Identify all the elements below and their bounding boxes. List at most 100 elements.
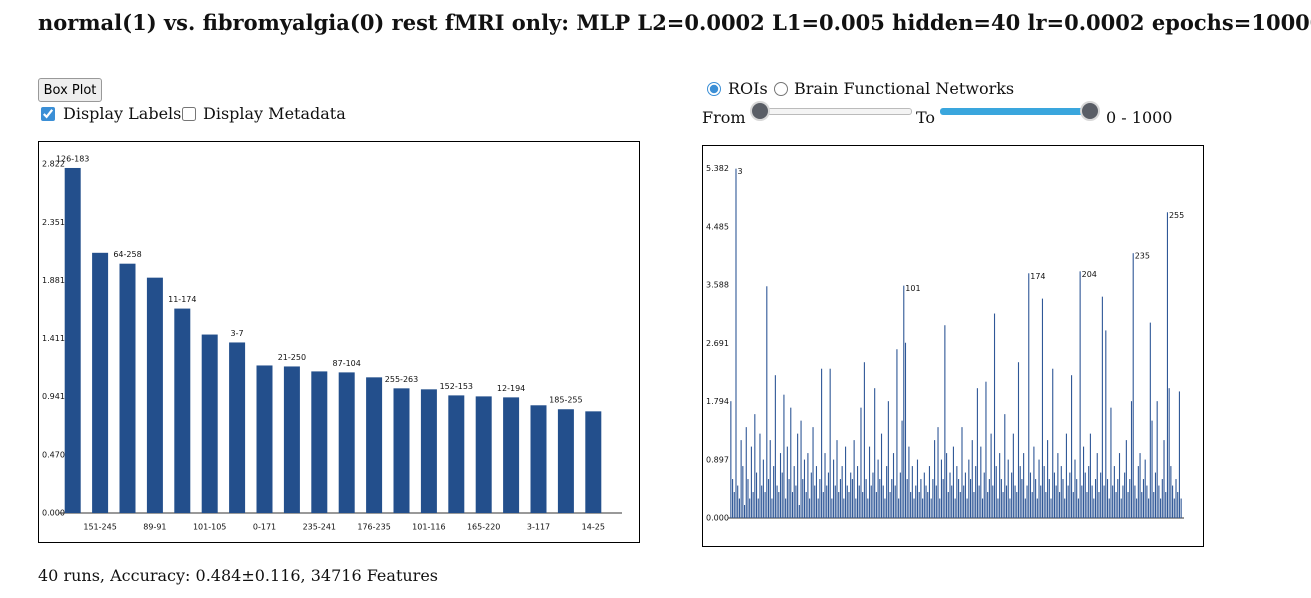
- bar: [1144, 459, 1146, 518]
- bar: [1024, 498, 1026, 518]
- bar: [1124, 472, 1126, 518]
- bar: [742, 466, 744, 518]
- bar: [738, 498, 740, 518]
- bar: [1160, 498, 1162, 518]
- bar: [732, 479, 734, 518]
- bar: [774, 375, 776, 518]
- bar: [1035, 479, 1037, 518]
- bar: [1062, 479, 1064, 518]
- bar-label: 3-7: [231, 329, 244, 338]
- bar: [810, 472, 812, 518]
- bar: [942, 479, 944, 518]
- bar: [1079, 271, 1081, 518]
- x-tick-label: 89-91: [143, 523, 166, 532]
- bar: [879, 479, 881, 518]
- bar: [843, 498, 845, 518]
- bar: [934, 440, 936, 518]
- bar: [797, 433, 799, 518]
- range-text: 0 - 1000: [1106, 108, 1173, 127]
- bar: [939, 498, 941, 518]
- bar: [1094, 479, 1097, 518]
- bar: [1105, 330, 1107, 518]
- bar: [988, 479, 990, 518]
- bar: [872, 472, 874, 518]
- bar: [961, 427, 963, 518]
- bar: [1165, 492, 1167, 518]
- bar-label: 64-258: [113, 250, 141, 259]
- bar: [730, 401, 732, 518]
- bar: [877, 459, 879, 518]
- bar: [1142, 479, 1145, 518]
- from-slider-track[interactable]: [760, 108, 912, 115]
- bar: [1103, 485, 1105, 518]
- bar: [899, 472, 901, 518]
- bar: [1067, 485, 1069, 518]
- bar: [366, 377, 383, 513]
- bar: [947, 492, 949, 518]
- from-slider-knob[interactable]: [750, 101, 770, 121]
- bar: [973, 492, 975, 518]
- bar: [831, 498, 833, 518]
- bar: [1148, 498, 1150, 518]
- bar: [829, 368, 831, 518]
- bar: [1122, 485, 1124, 518]
- bar: [916, 459, 919, 518]
- bar: [759, 433, 761, 518]
- bar: [1059, 492, 1061, 518]
- bar: [848, 492, 850, 518]
- bar: [993, 313, 996, 518]
- bar: [822, 492, 824, 518]
- bar: [951, 485, 953, 518]
- bar: [769, 440, 771, 518]
- bar: [393, 388, 410, 513]
- bar: [1101, 296, 1103, 518]
- bar: [1072, 492, 1074, 518]
- bar: [146, 277, 163, 513]
- y-tick-label: 2.691: [706, 339, 729, 348]
- to-slider-track[interactable]: [940, 108, 1092, 115]
- bar: [927, 492, 929, 518]
- bar: [786, 446, 788, 518]
- rois-radio[interactable]: [707, 82, 721, 96]
- bar: [530, 405, 547, 513]
- networks-radio[interactable]: [774, 82, 788, 96]
- bar: [229, 342, 246, 513]
- to-label: To: [916, 108, 936, 127]
- bar: [824, 453, 826, 518]
- bar: [1096, 453, 1098, 518]
- x-tick-label: 3-117: [527, 523, 550, 532]
- bar: [886, 466, 888, 518]
- bar: [1130, 401, 1133, 518]
- y-tick-label: 0.897: [706, 455, 729, 464]
- bar-label: 3: [737, 167, 742, 176]
- box-plot-button[interactable]: Box Plot: [38, 78, 102, 102]
- bar: [812, 427, 814, 518]
- bar: [448, 395, 465, 513]
- bar: [865, 479, 867, 518]
- bar: [585, 411, 602, 513]
- to-slider-knob[interactable]: [1080, 101, 1100, 121]
- bar: [952, 446, 954, 518]
- bar: [755, 472, 758, 518]
- bar: [896, 349, 898, 518]
- bar: [1052, 368, 1054, 518]
- y-tick-label: 2.822: [42, 160, 65, 169]
- bar: [754, 414, 756, 518]
- bar: [174, 308, 191, 513]
- bar: [1127, 492, 1129, 518]
- bar: [809, 498, 811, 518]
- y-tick-label: 5.382: [706, 164, 729, 173]
- bar: [827, 472, 829, 518]
- bar: [283, 366, 300, 513]
- bar: [1053, 472, 1055, 518]
- metadata-checkbox[interactable]: [182, 107, 196, 121]
- bar: [1041, 298, 1044, 518]
- bar: [1000, 479, 1002, 518]
- bar: [764, 492, 766, 518]
- bar-label: 235: [1135, 252, 1150, 261]
- bar: [908, 446, 910, 518]
- labels-checkbox[interactable]: [41, 107, 55, 121]
- bar: [836, 440, 838, 518]
- bar: [966, 498, 968, 518]
